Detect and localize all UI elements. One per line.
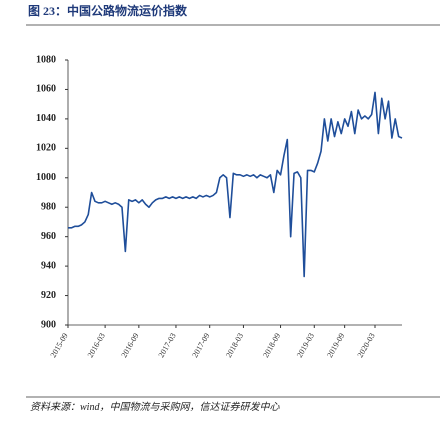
source: 资料来源：wind，中国物流与采购网，信达证券研发中心 (30, 401, 280, 413)
y-tick-label: 980 (41, 202, 56, 213)
x-tick-label: 2019-09 (325, 332, 346, 360)
y-tick-label: 900 (41, 319, 56, 330)
x-tick-label: 2017-09 (190, 332, 211, 360)
y-tick-label: 1080 (36, 54, 56, 65)
y-tick-label: 940 (41, 260, 56, 271)
y-tick-label: 1000 (36, 172, 56, 183)
x-tick-label: 2015-09 (49, 332, 70, 360)
y-tick-label: 1060 (36, 84, 56, 95)
x-tick-label: 2017-03 (157, 332, 178, 360)
x-tick-label: 2016-09 (119, 332, 140, 360)
y-tick-label: 1040 (36, 113, 56, 124)
chart-title: 图 23：中国公路物流运价指数 (28, 3, 188, 18)
line-series (68, 91, 403, 278)
x-tick-label: 2020-03 (356, 332, 377, 360)
x-tick-label: 2019-03 (295, 332, 316, 360)
y-tick-label: 1020 (36, 143, 56, 154)
x-tick-label: 2016-03 (86, 332, 107, 360)
x-tick-label: 2018-09 (261, 332, 282, 360)
y-tick-label: 960 (41, 231, 56, 242)
y-tick-label: 920 (41, 290, 56, 301)
x-tick-label: 2018-03 (224, 332, 245, 360)
